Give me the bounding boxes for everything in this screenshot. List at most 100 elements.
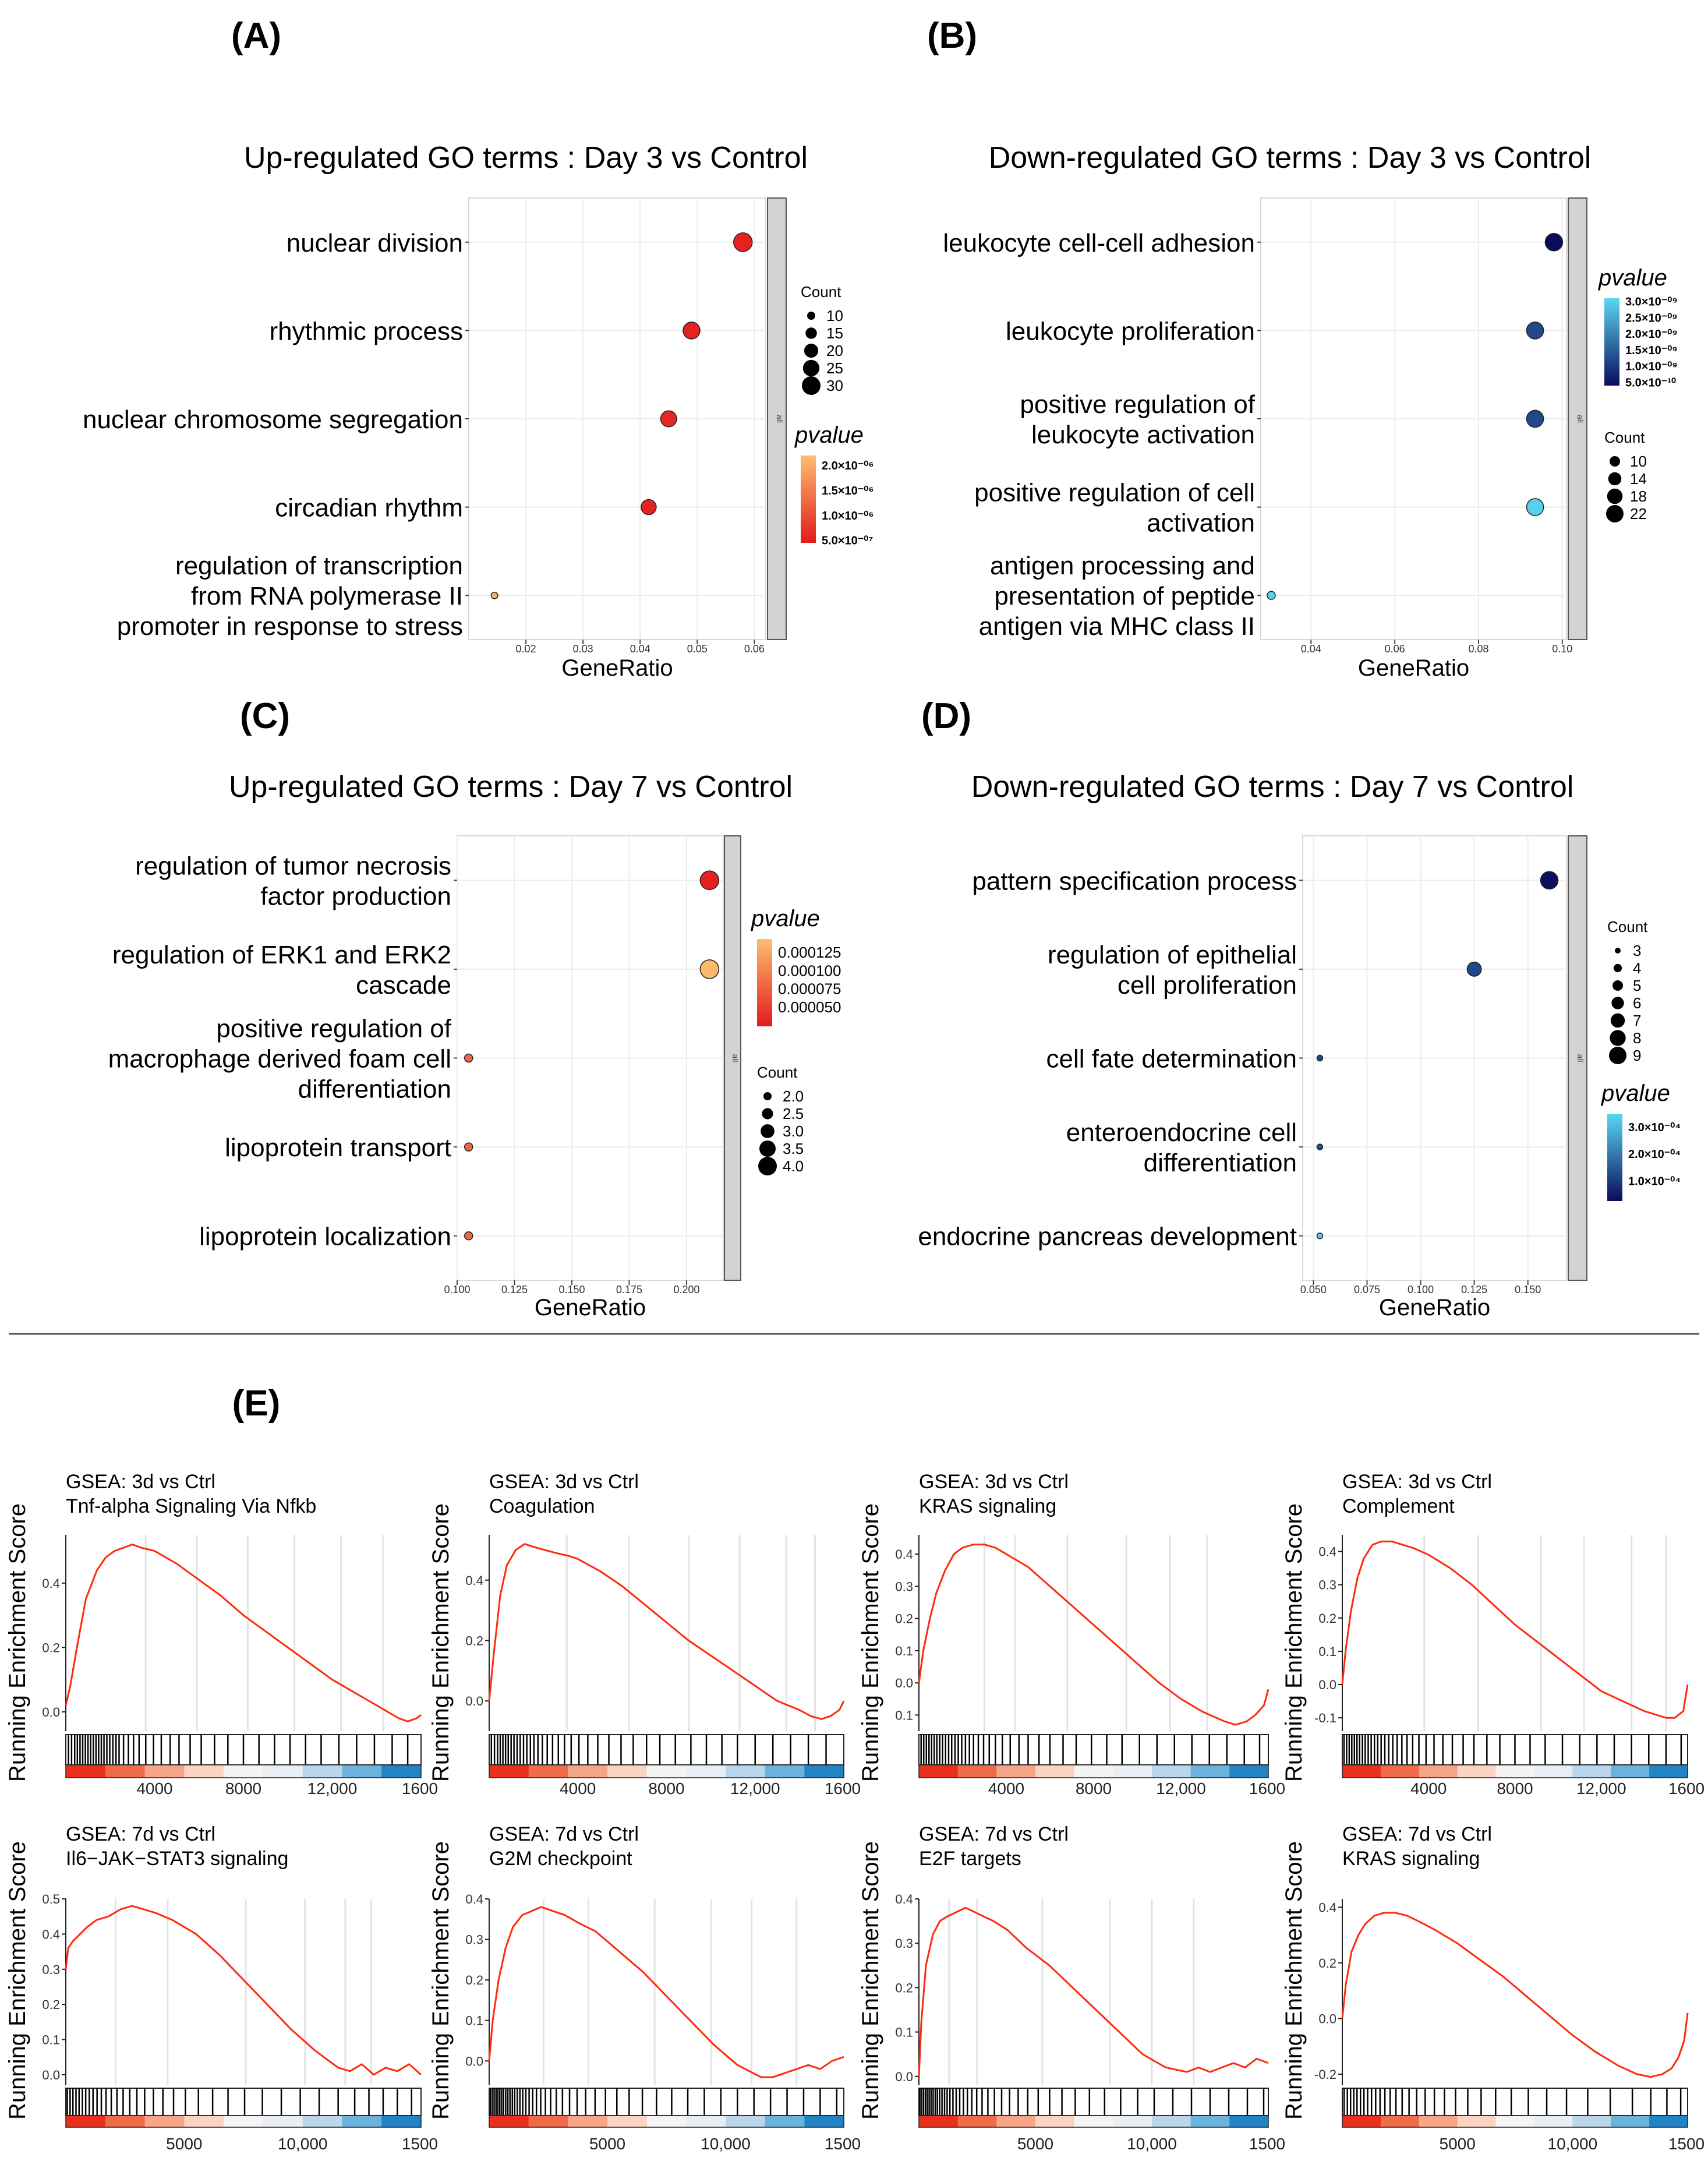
count-legend-dot (804, 343, 819, 358)
enrichment-score-line (918, 1906, 1269, 2077)
ranked-list-segment (726, 2116, 766, 2127)
y-tick-label: 0.1 (1318, 1644, 1336, 1659)
gsea-subtitle: E2F targets (919, 1848, 1021, 1870)
count-legend-label: 10 (1630, 453, 1647, 470)
y-tick-label: -0.1 (1314, 1711, 1336, 1725)
count-legend-dot (763, 1092, 772, 1100)
dotplot-d: all 0.050 0.075 0.100 0.125 0.150 GeneRatio pat… (918, 835, 1681, 1320)
ranked-list-segment (489, 2116, 529, 2127)
x-axis-label: GeneRatio (1379, 1295, 1490, 1320)
term-label: pattern specification process (972, 867, 1297, 895)
count-legend-dot (1613, 963, 1622, 973)
count-legend-title: Count (1604, 429, 1645, 446)
term-label: regulation of epithelial (1048, 941, 1297, 969)
y-tick-label: -0.2 (1314, 2067, 1336, 2082)
ranked-list-segment (105, 2116, 146, 2127)
panel-a-title: Up-regulated GO terms : Day 3 vs Control (244, 141, 808, 175)
term-label: nuclear division (287, 229, 463, 257)
ranked-list-segment (1649, 2116, 1688, 2127)
x-axis-label: GeneRatio (535, 1295, 646, 1320)
x-tick-label: 0.150 (558, 1284, 585, 1295)
y-tick-label: 0.0 (895, 1676, 913, 1690)
ranked-list-segment (1074, 2116, 1113, 2127)
term-label: antigen via MHC class II (979, 612, 1255, 641)
term-label: leukocyte proliferation (1006, 317, 1255, 345)
ranked-list-segment (66, 2116, 106, 2127)
y-tick-label: 0.0 (895, 2070, 913, 2084)
ranked-list-segment (1457, 2116, 1497, 2127)
x-tick-label: 0.100 (1408, 1284, 1434, 1295)
enrichment-score-line (65, 1905, 422, 2076)
ranked-list-segment (996, 1765, 1036, 1778)
term-label: antigen processing and (990, 552, 1255, 580)
y-tick-label: 0.2 (42, 1997, 60, 2012)
x-tick-label: 1500 (825, 2135, 861, 2153)
term-label: differentiation (298, 1075, 451, 1104)
ranked-list-segment (1342, 1765, 1381, 1778)
count-legend-label: 7 (1633, 1012, 1641, 1029)
gsea-subtitle: KRAS signaling (1342, 1848, 1480, 1870)
x-axis-label: GeneRatio (1358, 655, 1469, 681)
x-tick-label: 0.05 (687, 643, 708, 655)
x-tick-label: 1600 (1249, 1779, 1285, 1798)
count-legend-dot (802, 359, 820, 377)
ranked-list-segment (302, 1765, 342, 1778)
pvalue-legend-label: 0.000100 (778, 962, 841, 979)
count-legend-dot (1612, 980, 1623, 991)
dot-1 (699, 870, 720, 891)
ranked-list-segment (919, 2116, 959, 2127)
x-tick-label: 0.050 (1300, 1284, 1327, 1295)
facet-strip (724, 835, 741, 1281)
term-label: from RNA polymerase II (191, 582, 463, 610)
gsea-subtitle: G2M checkpoint (489, 1848, 632, 1870)
ranked-list-segment (1113, 2116, 1152, 2127)
y-tick-label: 0.2 (465, 1973, 483, 1987)
y-tick-label: 0.2 (465, 1633, 483, 1648)
ranked-list-segment (381, 2116, 422, 2127)
y-tick-label: 0.0 (1318, 2011, 1336, 2026)
x-tick-label: 0.200 (673, 1284, 699, 1295)
y-tick-label: 0.0 (1318, 1678, 1336, 1692)
x-tick-label: 0.10 (1552, 643, 1572, 655)
ranked-list-segment (1572, 2116, 1611, 2127)
count-legend-label: 3.0 (783, 1122, 804, 1140)
pvalue-colorbar (801, 455, 816, 543)
pvalue-legend-label: 1.0×10⁻⁰⁹ (1625, 361, 1678, 373)
count-legend-dot (1608, 472, 1622, 486)
ranked-list-segment (1534, 1765, 1573, 1778)
panel-label-c: (C) (240, 696, 290, 736)
y-axis-label: Running Enrichment Score (1281, 1503, 1307, 1782)
count-legend-label: 5 (1633, 977, 1641, 994)
ranked-list-segment (919, 1765, 959, 1778)
count-legend-dot (1610, 1030, 1626, 1046)
x-tick-label: 0.03 (573, 643, 593, 655)
ranked-list-segment (1035, 1765, 1075, 1778)
panel-c-title: Up-regulated GO terms : Day 7 vs Control (229, 770, 793, 804)
x-tick-label: 1500 (402, 2135, 438, 2153)
y-tick-label: 0.2 (895, 1612, 913, 1626)
ranked-list-segment (1534, 2116, 1573, 2127)
x-tick-label: 10,000 (1548, 2135, 1598, 2153)
ranked-list-segment (568, 2116, 608, 2127)
y-tick-label: 0.5 (42, 1892, 60, 1906)
enrichment-score-line (488, 1542, 845, 1720)
x-tick-label: 0.175 (616, 1284, 642, 1295)
x-tick-label: 1600 (1668, 1779, 1705, 1798)
ranked-list-segment (1342, 2116, 1381, 2127)
y-axis-label: Running Enrichment Score (858, 1503, 883, 1782)
y-tick-label: 0.2 (895, 1980, 913, 1995)
ranked-list-segment (1190, 1765, 1230, 1778)
count-legend-label: 30 (826, 377, 843, 394)
count-legend-dot (758, 1157, 777, 1175)
ranked-list-segment (224, 2116, 264, 2127)
gsea-subtitle: Complement (1342, 1495, 1455, 1517)
y-axis-label: Running Enrichment Score (428, 1841, 454, 2120)
x-tick-label: 0.04 (630, 643, 650, 655)
x-tick-label: 4000 (1410, 1779, 1447, 1798)
x-tick-label: 8000 (648, 1779, 684, 1798)
panel-label-e: (E) (232, 1383, 281, 1424)
x-tick-label: 12,000 (1156, 1779, 1206, 1798)
ranked-list-segment (804, 1765, 844, 1778)
